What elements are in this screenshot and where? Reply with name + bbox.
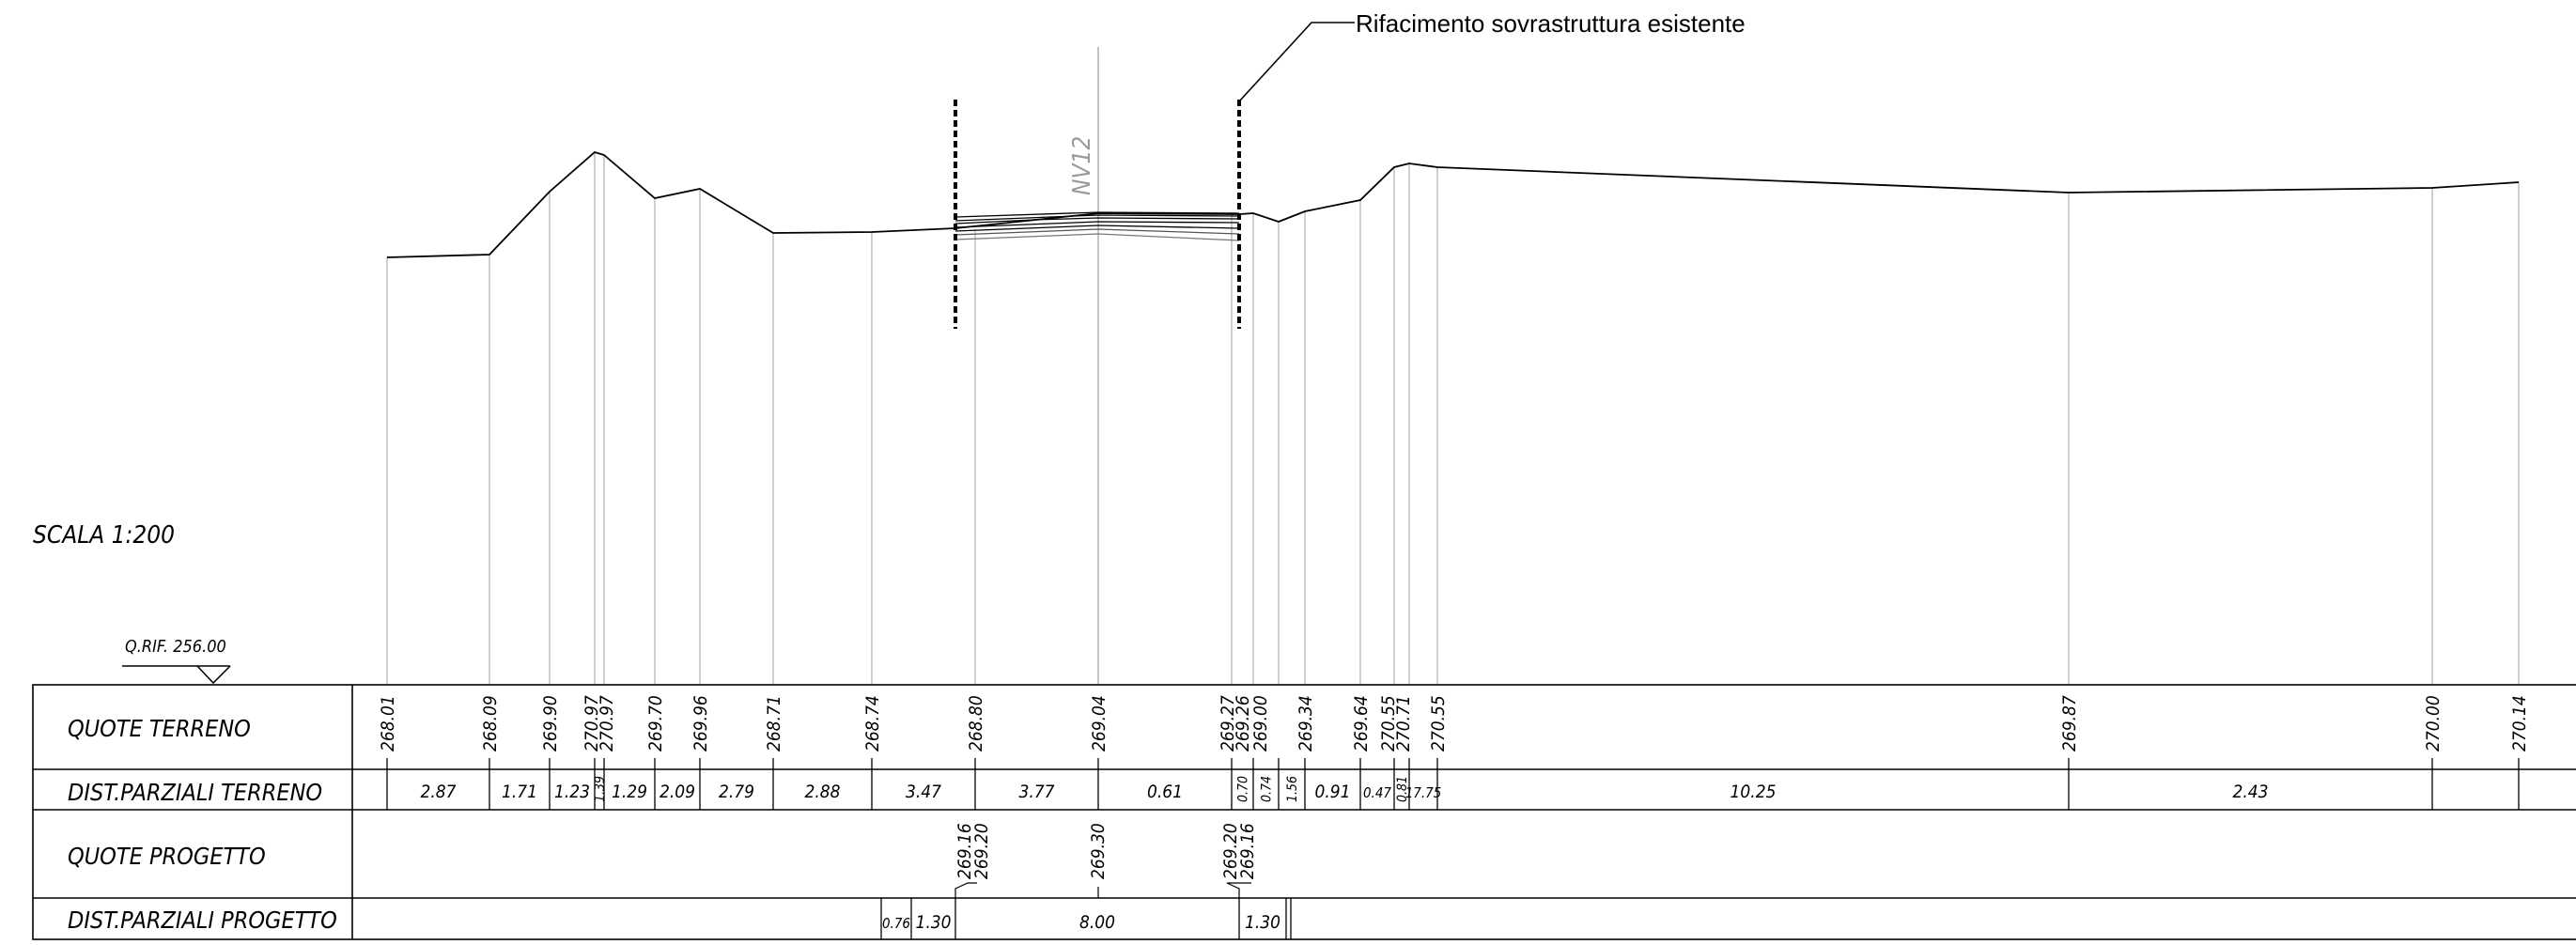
terrain-elevation-label: 270.55 xyxy=(1378,695,1399,751)
terrain-distance-label: 0.47 xyxy=(1363,784,1391,801)
terrain-distance-label: 2.88 xyxy=(804,782,840,802)
terrain-elevation-label: 270.97 xyxy=(582,695,602,751)
terrain-elevation-label: 270.14 xyxy=(2509,695,2530,751)
terrain-profile xyxy=(386,150,2520,258)
terrain-distance-label: 0.74 xyxy=(1260,776,1275,802)
table-dividers xyxy=(386,758,2520,810)
terrain-elevation-label: 268.01 xyxy=(378,695,398,751)
terrain-elevation-label: 269.00 xyxy=(1250,695,1271,751)
project-distance-label: 1.30 xyxy=(915,912,951,933)
terrain-distance-label: 0.81 xyxy=(1395,776,1410,802)
terrain-elevation-label: 269.96 xyxy=(691,695,711,751)
terrain-distance-label: 1.71 xyxy=(502,782,537,802)
terrain-distance-label: 1.29 xyxy=(612,782,647,802)
terrain-distance-label: 3.77 xyxy=(1018,782,1054,802)
terrain-elevation-label: 270.00 xyxy=(2423,695,2444,751)
terrain-distance-label: 2.43 xyxy=(2232,782,2268,802)
terrain-distance-label: 2.79 xyxy=(719,782,754,802)
project-distance-dividers xyxy=(880,898,1292,939)
pavement-layers xyxy=(954,211,1240,241)
terrain-distance-label: 1.56 xyxy=(1285,776,1300,802)
terrain-elevation-label: 268.09 xyxy=(480,695,501,751)
project-elevation-label: 269.30 xyxy=(1088,823,1109,879)
terrain-elevation-label: 268.71 xyxy=(764,695,784,751)
terrain-elevation-label: 269.04 xyxy=(1089,695,1110,751)
terrain-elevation-label: 269.87 xyxy=(2059,695,2080,751)
project-distance-labels: 0.76 1.30 8.00 1.30 xyxy=(880,898,1292,939)
project-elevation-label: 269.20 xyxy=(971,823,992,879)
scale-label: SCALA 1:200 xyxy=(33,521,175,550)
project-elevation-ticks xyxy=(954,882,1251,898)
terrain-distance-label: 10.25 xyxy=(1730,782,1777,802)
terrain-distance-label: 1.23 xyxy=(554,782,590,802)
row-label-dist-progetto: DIST.PARZIALI PROGETTO xyxy=(68,906,337,934)
terrain-distance-label: 3.47 xyxy=(906,782,941,802)
terrain-elevation-label: 270.97 xyxy=(597,695,617,751)
terrain-distance-label: 2.09 xyxy=(660,782,695,802)
reference-label: Q.RIF. 256.00 xyxy=(125,637,226,657)
terrain-elevation-label: 268.74 xyxy=(862,695,883,751)
station-lines xyxy=(386,152,2520,685)
project-distance-label: 8.00 xyxy=(1079,912,1115,933)
terrain-distance-labels: 2.87 1.71 1.23 1.39 1.29 2.09 2.79 2.88 3.47 3.77… xyxy=(420,776,2268,802)
project-distance-label: 1.30 xyxy=(1245,912,1280,933)
row-label-quote-terreno: QUOTE TERRENO xyxy=(68,715,251,742)
terrain-distance-label: 0.70 xyxy=(1236,776,1251,802)
annotation-label: Rifacimento sovrastruttura esistente xyxy=(1356,9,1746,38)
row-label-dist-terreno: DIST.PARZIALI TERRENO xyxy=(68,779,322,806)
terrain-distance-label: 1.39 xyxy=(593,776,608,802)
terrain-elevation-label: 269.34 xyxy=(1296,695,1316,751)
terrain-elevation-label: 268.80 xyxy=(966,695,986,751)
row-label-quote-progetto: QUOTE PROGETTO xyxy=(68,843,266,870)
axis-label: NV12 xyxy=(1068,136,1096,195)
terrain-distance-label: 17.75 xyxy=(1405,784,1442,801)
terrain-elevation-label: 269.27 xyxy=(1218,695,1238,751)
terrain-elevation-label: 269.70 xyxy=(645,695,666,751)
terrain-distance-label: 2.87 xyxy=(420,782,456,802)
terrain-elevation-label: 270.55 xyxy=(1428,695,1449,751)
terrain-elevation-label: 269.26 xyxy=(1233,695,1253,751)
terrain-distance-label: 0.61 xyxy=(1147,782,1183,802)
annotation-leader xyxy=(1238,22,1355,102)
cut-lines xyxy=(954,100,1241,329)
project-elevation-label: 269.16 xyxy=(954,823,975,879)
project-distance-label: 0.76 xyxy=(882,915,910,932)
terrain-elevation-label: 269.64 xyxy=(1351,695,1372,751)
reference-marker xyxy=(122,665,231,685)
terrain-elevation-label: 269.90 xyxy=(540,695,561,751)
terrain-distance-label: 0.91 xyxy=(1314,782,1350,802)
terrain-elevation-label: 270.71 xyxy=(1393,695,1414,751)
project-elevation-label: 269.16 xyxy=(1237,823,1258,879)
project-elevation-label: 269.20 xyxy=(1220,823,1241,879)
